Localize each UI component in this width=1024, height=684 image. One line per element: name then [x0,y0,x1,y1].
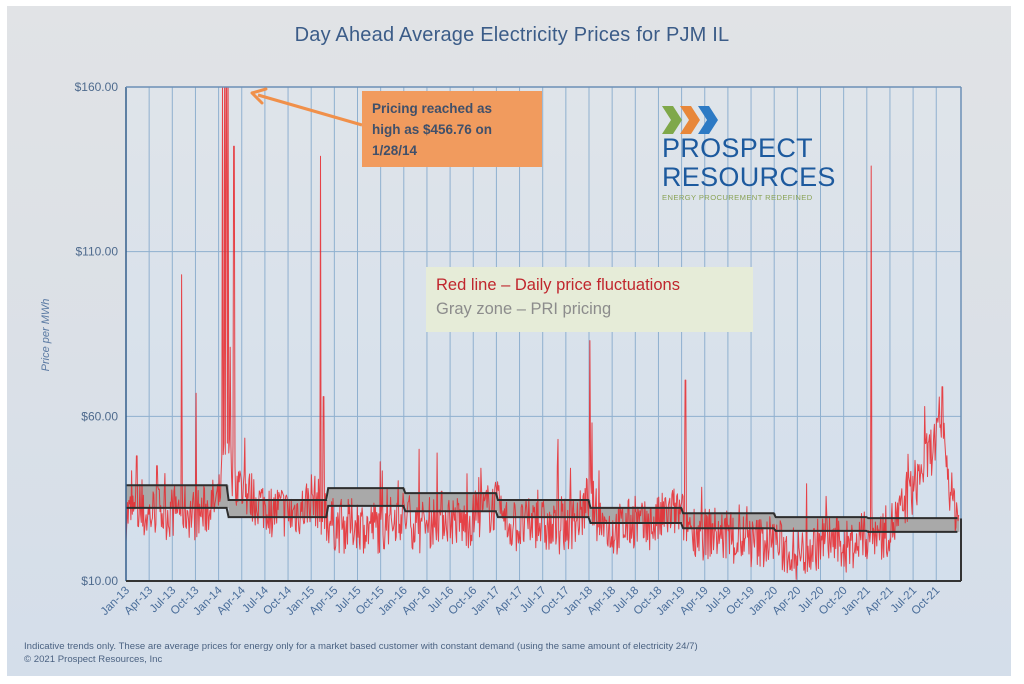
logo-word-prospect: PROSPECT [662,133,813,163]
x-tick-labels: Jan-13Apr-13Jul-13Oct-13Jan-14Apr-14Jul-… [99,584,943,618]
chart-title: Day Ahead Average Electricity Prices for… [294,24,730,46]
annotation-arrow-shaft [257,93,363,127]
y-tick-label: $160.00 [75,80,119,94]
pri-band [328,488,406,506]
chevron-green-icon [662,106,682,134]
callout-line-1: Pricing reached as [372,101,493,116]
y-tick-label: $60.00 [81,409,118,423]
footer-disclaimer: Indicative trends only. These are averag… [24,641,698,652]
pri-band-outline [126,484,958,533]
logo-tagline: ENERGY PROCUREMENT REDEFINED [662,193,813,202]
prospect-resources-logo: PROSPECT RESOURCES ENERGY PROCUREMENT RE… [662,106,862,202]
axes [125,86,962,582]
y-tick-label: $10.00 [81,574,118,588]
pri-band [868,518,960,532]
logo-word-resources: RESOURCES [662,162,836,192]
pri-band [683,513,776,529]
legend-entry-daily-price: Red line – Daily price fluctuations [436,276,680,294]
y-axis-label: Price per MWh [40,299,52,372]
callout-line-2: high as $456.76 on [372,122,493,137]
pri-band-lower-line [126,504,958,533]
annotation-arrow [250,87,363,127]
y-tick-label: $110.00 [76,245,119,259]
callout-line-3: 1/28/14 [372,143,418,158]
chevron-orange-icon [680,106,700,134]
pri-band [126,485,229,508]
y-tick-labels: $160.00 $110.00 $60.00 $10.00 [75,80,119,588]
annotation-callout: Pricing reached as high as $456.76 on 1/… [362,91,542,167]
legend: Red line – Daily price fluctuations Gray… [426,267,753,332]
daily-price-line [125,86,960,580]
footer-copyright: © 2021 Prospect Resources, Inc [24,654,163,665]
pri-band-upper-line [126,484,958,520]
footer: Indicative trends only. These are averag… [24,640,698,666]
annotation-arrow-head [250,87,268,105]
legend-entry-pri-pricing: Gray zone – PRI pricing [436,300,612,318]
chevron-blue-icon [698,106,718,134]
logo-chevrons-icon [662,106,862,134]
